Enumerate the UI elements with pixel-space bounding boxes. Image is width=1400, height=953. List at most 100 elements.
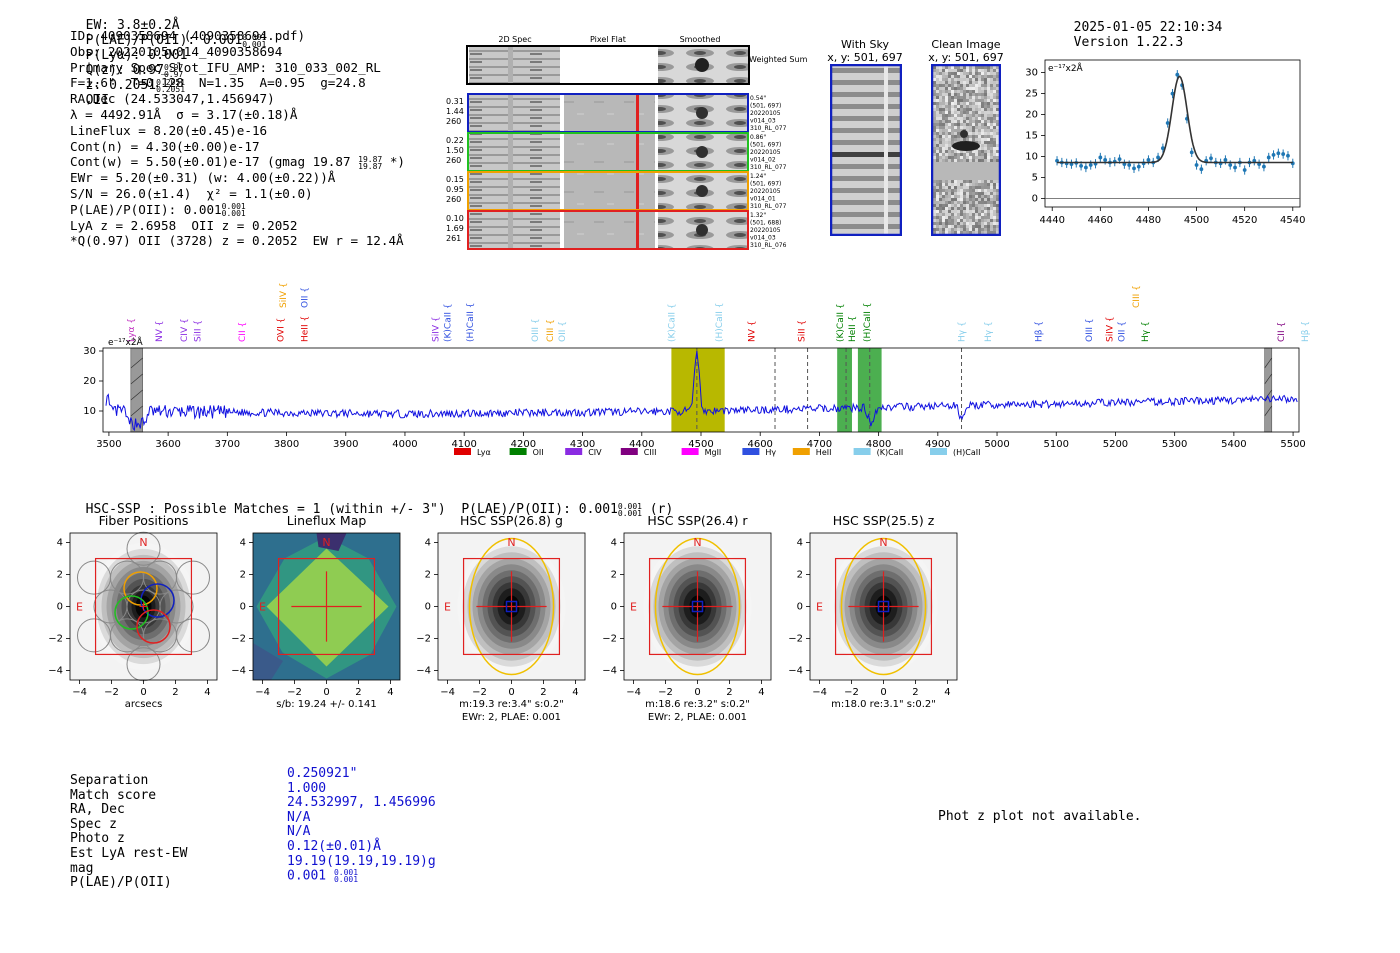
photz-note: Phot z plot not available.	[938, 809, 1142, 824]
hsc-ytick: −4	[48, 665, 63, 676]
spectrum-line-label: CIII {	[546, 319, 556, 342]
full-spectrum-xtick: 4000	[392, 439, 417, 450]
fiber-circle	[176, 618, 210, 653]
hsc-ytick: 2	[57, 570, 63, 581]
hsc-panel-title: Fiber Positions	[98, 513, 189, 528]
line-fit-point	[1276, 148, 1281, 158]
spectrum-line-label: Hγ {	[958, 321, 968, 342]
spectrum-line-label: (K)CaII {	[836, 303, 846, 342]
cutout-row-3-right-3: 20220105	[750, 188, 781, 195]
search-box	[462, 557, 561, 656]
legend-entry: OII	[509, 448, 544, 457]
line-fit-point	[1233, 162, 1237, 173]
header-plae-bounds: 0.001 0.001	[242, 32, 267, 49]
hsc-caption: s/b: 19.24 +/- 0.141	[276, 699, 376, 710]
cutout-row-4-left-3: 261	[446, 234, 461, 243]
match-label: Separation	[70, 773, 149, 788]
spectrum-line-label: (H)CaII {	[715, 303, 725, 343]
hsc-ytick: 0	[240, 602, 246, 613]
line-fit-chart: e⁻¹⁷x2Å 4440 4460 4480 4500 4520 4540 0 5 10 15 20…	[1025, 59, 1306, 226]
match-label: RA, Dec	[70, 802, 125, 818]
svg-text:MgII: MgII	[705, 448, 722, 457]
cutout-row-2-left-3: 260	[446, 156, 461, 165]
full-spectrum-ylabel: e⁻¹⁷x2Å	[108, 336, 144, 348]
spectrum-line-label: (H)CaII {	[466, 303, 476, 343]
hsc-xtick: 2	[912, 687, 918, 698]
line-fit-ytick: 10	[1025, 152, 1038, 163]
cutout-row-1-right-1: 0.54"	[750, 95, 766, 102]
line-fit-point	[1083, 162, 1088, 173]
full-spectrum-xtick: 5000	[984, 439, 1009, 450]
east-label: E	[444, 601, 451, 614]
hsc-xtick: −4	[626, 687, 641, 698]
cutout-row-4-right-5: 310_RL_076	[750, 242, 787, 249]
cutout-row-3-right-4: v014_01	[750, 196, 776, 203]
spectrum-line-label: SiII {	[798, 320, 808, 342]
version: Version 1.22.3	[1073, 35, 1184, 50]
cutout-row-2-right-5: 310_RL_077	[750, 164, 787, 171]
hsc-ytick: 0	[57, 602, 63, 613]
info-lineflux: LineFlux = 8.20(±0.45)e-16	[70, 122, 268, 138]
header-z-bounds: 0.2051 0.2051	[156, 77, 186, 94]
full-spectrum-xtick: 4800	[866, 439, 891, 450]
hsc-ytick: −2	[788, 633, 803, 644]
cutout-row-3-left-3: 260	[446, 195, 461, 204]
spectrum-line-label: OII {	[300, 287, 310, 308]
match-label: mag	[70, 860, 94, 876]
header-ew: EW: 3.8±0.2Å	[85, 18, 180, 33]
full-spectrum-ytick: 10	[83, 406, 96, 417]
info-q: *Q(0.97) OII (3728) z = 0.2052 EW r = 12…	[70, 233, 404, 249]
hsc-xtick: −2	[658, 687, 673, 698]
line-fit-point	[1209, 153, 1213, 163]
hsc-caption-2: EWr: 2, PLAE: 0.001	[648, 712, 747, 723]
north-label: N	[322, 536, 330, 549]
hsc-ytick: 2	[240, 570, 246, 581]
spectrum-highlight-band	[837, 348, 852, 432]
with-sky-title: With Sky x, y: 501, 697	[820, 38, 910, 64]
clean-image-title: Clean Image x, y: 501, 697	[920, 38, 1012, 64]
cutout-row-1-left-2: 1.44	[446, 107, 464, 116]
hsc-ytick: 4	[611, 538, 617, 549]
fiber-circle-blue	[140, 583, 175, 618]
spectrum-line-label: CII {	[1277, 322, 1287, 342]
spectrum-line-label: NV {	[747, 321, 757, 342]
east-label: E	[76, 601, 83, 614]
spectrum-line-label: Hγ {	[984, 321, 994, 342]
match-label: Est LyA rest-EW	[70, 845, 188, 861]
info-lya: LyA z = 2.6958 OII z = 0.2052	[70, 217, 298, 233]
line-fit-point	[1170, 88, 1175, 99]
line-fit-ytick: 0	[1032, 194, 1038, 205]
spectrum-line-label: HeII {	[848, 316, 858, 342]
north-label: N	[693, 536, 701, 549]
cutout-row-2-left-2: 1.50	[446, 146, 464, 155]
search-box	[834, 557, 933, 656]
full-spectrum-xtick: 5100	[1044, 439, 1069, 450]
hsc-ytick: 2	[797, 570, 803, 581]
hsc-caption-2: EWr: 2, PLAE: 0.001	[462, 712, 561, 723]
full-spectrum-ytick: 20	[83, 376, 96, 387]
hsc-ytick: −4	[602, 665, 617, 676]
cutout-row-4-right-3: 20220105	[750, 227, 781, 234]
legend-entry: MgII	[681, 448, 722, 457]
cutout-row-3-right-5: 310_RL_077	[750, 203, 787, 210]
spectrum-line-label: Hγ {	[1141, 321, 1151, 342]
spectrum-line-label: Hβ {	[1301, 321, 1311, 342]
full-spectrum-xtick: 3500	[96, 439, 121, 450]
header-z-line: OII	[85, 93, 110, 108]
fiber-circle-orange	[123, 571, 158, 606]
line-fit-point	[1281, 149, 1286, 159]
header-summary: EW: 3.8±0.2Å P(LAE)/P(OII): 0.001 0.001 0.…	[70, 3, 274, 108]
hsc-xtick: 4	[944, 687, 950, 698]
line-fit-ytick: 20	[1025, 110, 1038, 121]
line-fit-ytick: 15	[1025, 131, 1038, 142]
cutout-row-4-left-1: 0.10	[446, 214, 464, 223]
cutout-row-2-right-2: (501, 697)	[750, 142, 781, 149]
fiber-circle-red	[136, 609, 171, 644]
with-sky-coords: x, y: 501, 697	[827, 51, 903, 64]
line-fit-point	[1271, 150, 1276, 160]
info-radec: RA,Dec (24.533047,1.456947)	[70, 91, 275, 107]
cutout-row-4-right-4: v014_03	[750, 235, 776, 242]
spectrum-line-label: OII {	[558, 321, 568, 342]
header-z: z: 0.2051	[85, 78, 157, 93]
full-spectrum-xtick: 4100	[451, 439, 476, 450]
